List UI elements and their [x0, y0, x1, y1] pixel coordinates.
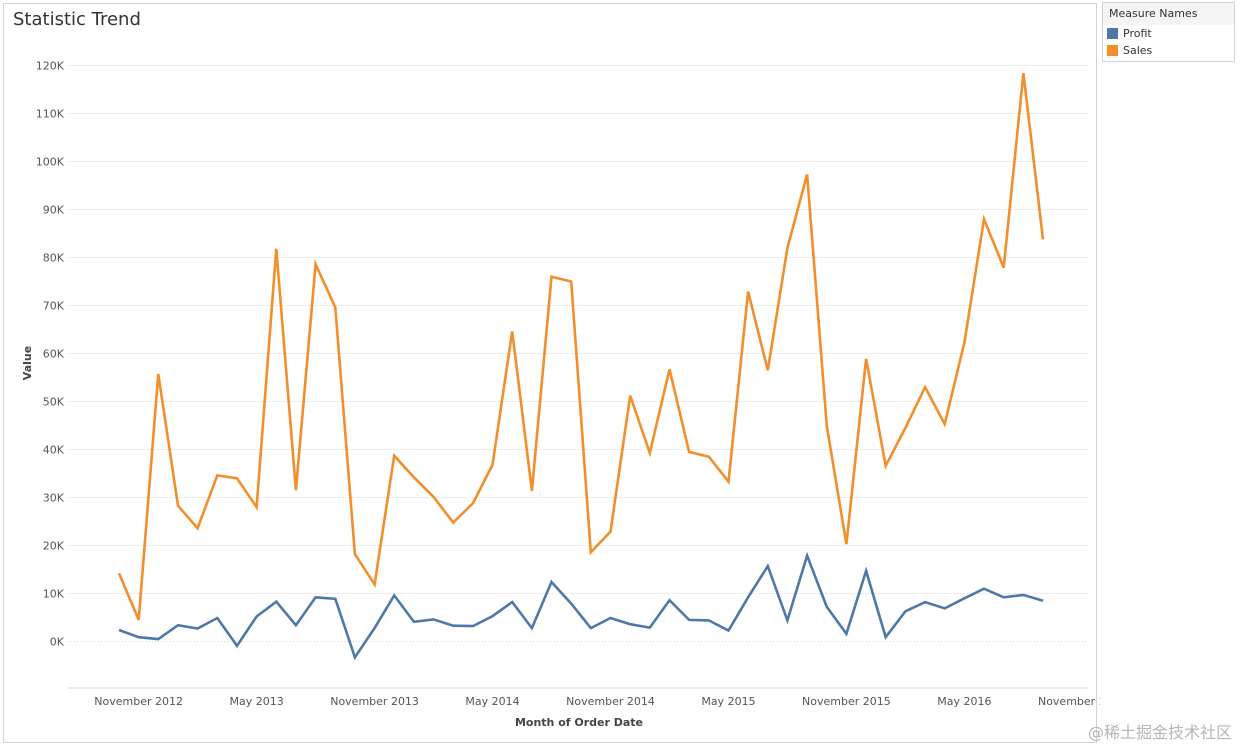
y-tick-label: 40K [43, 444, 65, 457]
x-tick-label: November 2015 [802, 695, 891, 708]
y-tick-label: 100K [36, 156, 65, 169]
legend-label-profit: Profit [1123, 27, 1152, 40]
x-tick-label: May 2013 [230, 695, 284, 708]
y-tick-label: 60K [43, 348, 65, 361]
legend-swatch-sales [1107, 45, 1118, 56]
chart-title: Statistic Trend [13, 9, 141, 30]
y-tick-label: 30K [43, 492, 65, 505]
legend-label-sales: Sales [1123, 44, 1153, 57]
watermark: @稀土掘金技术社区 [1087, 723, 1232, 742]
line-chart: 0K 10K 20K 30K 40K 50K 60K 70K 80K 90K 100K 110K 120… [21, 60, 1100, 730]
y-tick-label: 20K [43, 540, 65, 553]
x-tick-label: November 2016 [1038, 695, 1100, 708]
y-tick-label: 70K [43, 300, 65, 313]
x-tick-label: November 2013 [330, 695, 419, 708]
x-tick-label: November 2012 [94, 695, 183, 708]
y-tick-label: 10K [43, 588, 65, 601]
y-tick-label: 120K [36, 60, 65, 73]
x-tick-label: May 2016 [937, 695, 991, 708]
y-tick-label: 90K [43, 204, 65, 217]
legend[interactable]: Measure Names Profit Sales [1102, 2, 1235, 62]
x-tick-label: November 2014 [566, 695, 655, 708]
y-tick-label: 110K [36, 108, 65, 121]
y-axis-title: Value [21, 346, 34, 380]
x-tick-label: May 2014 [465, 695, 519, 708]
x-tick-label: May 2015 [701, 695, 755, 708]
legend-swatch-profit [1107, 28, 1118, 39]
legend-title: Measure Names [1103, 3, 1234, 25]
legend-item-profit[interactable]: Profit [1103, 25, 1234, 42]
y-tick-label: 50K [43, 396, 65, 409]
chart-frame [3, 3, 1097, 743]
series-line-sales [117, 73, 1045, 621]
y-tick-label: 0K [50, 636, 65, 649]
y-tick-label: 80K [43, 252, 65, 265]
legend-item-sales[interactable]: Sales [1103, 42, 1234, 59]
series-line-profit [118, 551, 1044, 661]
x-axis-title: Month of Order Date [515, 716, 643, 729]
